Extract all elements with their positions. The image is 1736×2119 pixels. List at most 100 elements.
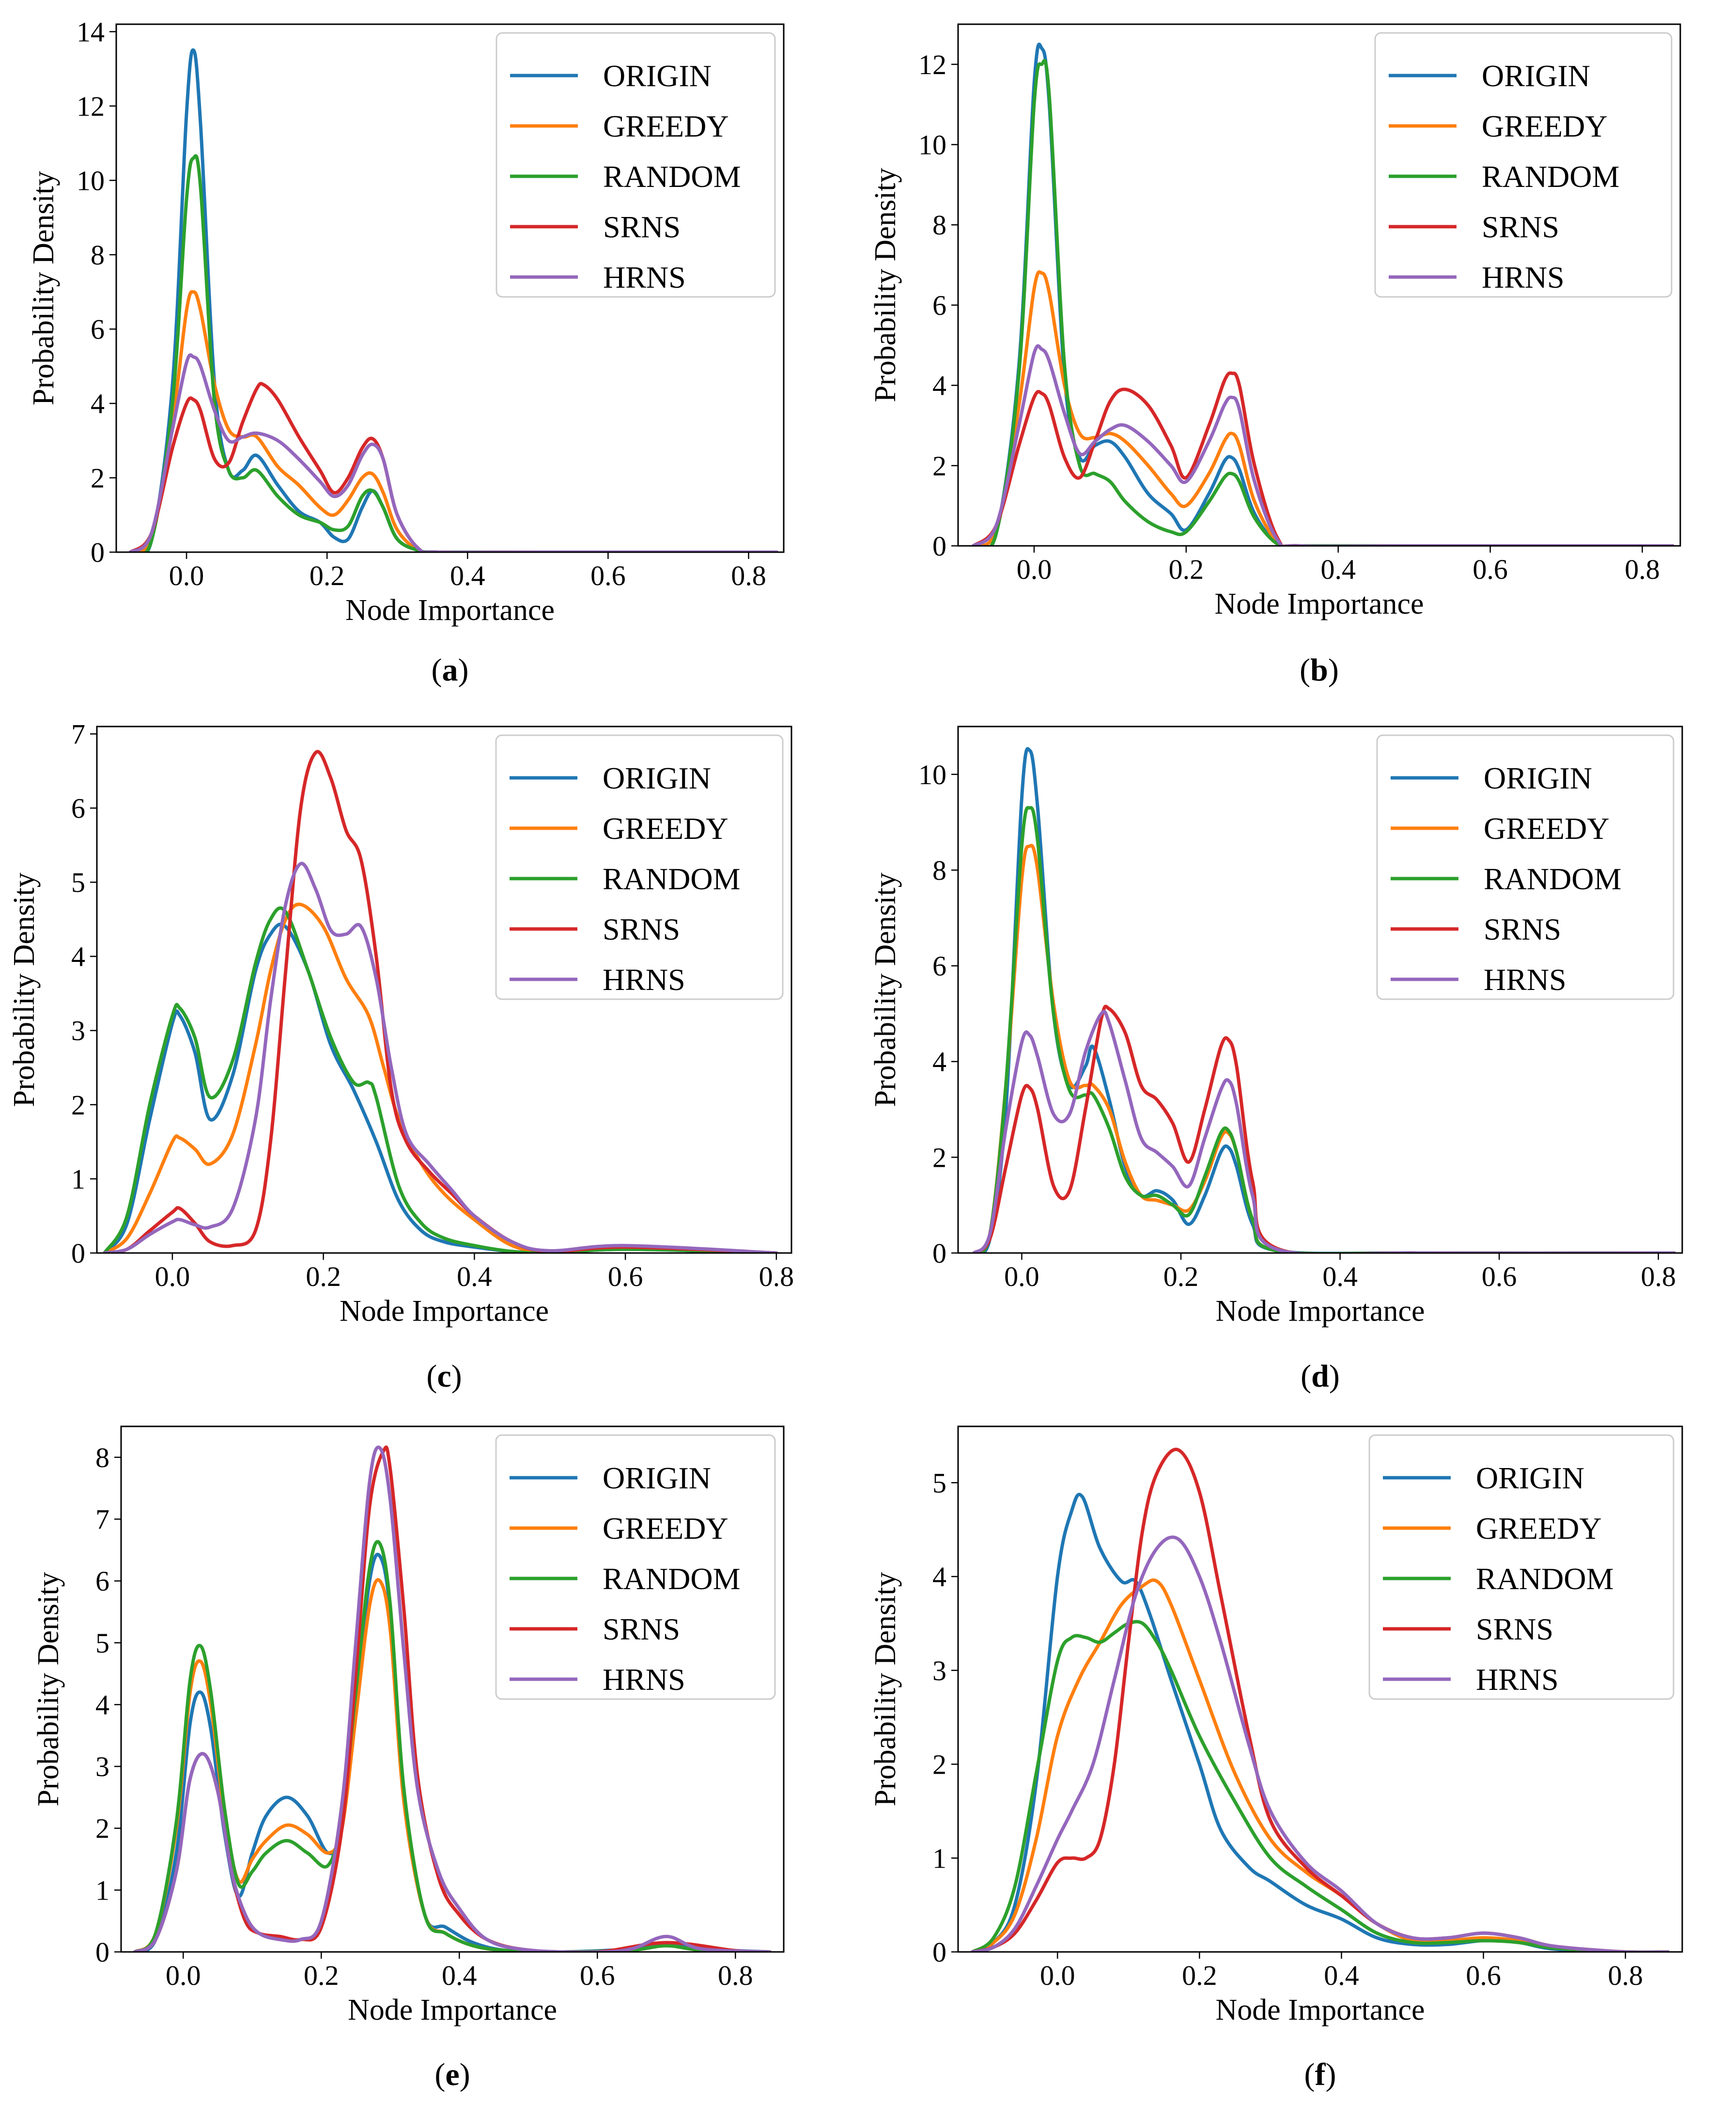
x-tick-label: 0.6	[590, 560, 626, 591]
legend: ORIGIN GREEDY RANDOM SRNS HRNS	[1374, 32, 1673, 298]
x-tick-label: 0.8	[1625, 554, 1660, 585]
legend-label-greedy: GREEDY	[603, 811, 728, 846]
chart-panel-f: 0.0 0.2 0.4 0.6 0.8 0 1 2 3 4 5 Node Importance Prob…	[869, 1425, 1683, 2092]
y-tick-label: 12	[918, 49, 946, 80]
y-tick-label: 0	[932, 1936, 946, 1968]
y-tick-label: 8	[95, 1442, 109, 1473]
plot-frame	[120, 1425, 785, 1953]
y-tick-label: 8	[91, 239, 105, 271]
chart-panel-e: 0.0 0.2 0.4 0.6 0.8 0 1 2 3 4 5 6 7 8 Node Importance P…	[32, 1425, 785, 2092]
x-tick-label: 0.6	[608, 1261, 643, 1292]
legend-label-origin: ORIGIN	[1482, 59, 1590, 93]
x-tick-label: 0.2	[1163, 1261, 1199, 1292]
y-tick-label: 6	[932, 290, 946, 321]
legend-label-srns: SRNS	[1482, 210, 1559, 244]
x-tick-label: 0.6	[1482, 1261, 1517, 1292]
chart-panel-c: 0.0 0.2 0.4 0.6 0.8 0 1 2 3 4 5 6 7 Node Importance Pr…	[8, 718, 794, 1394]
x-tick-label: 0.4	[1320, 554, 1356, 585]
y-tick-label: 1	[95, 1874, 109, 1906]
legend-label-random: RANDOM	[1484, 862, 1621, 896]
x-tick-label: 0.2	[304, 1960, 339, 1991]
series-line-hrns	[128, 353, 778, 552]
y-tick-label: 10	[918, 129, 946, 161]
legend: ORIGIN GREEDY RANDOM SRNS HRNS	[1376, 734, 1674, 1000]
legend-label-greedy: GREEDY	[603, 1511, 728, 1546]
legend-label-random: RANDOM	[1476, 1562, 1613, 1596]
plot-frame	[957, 726, 1683, 1254]
legend-label-origin: ORIGIN	[603, 59, 712, 93]
legend-box	[495, 1434, 776, 1700]
y-axis-label: Probability Density	[869, 168, 902, 402]
series-line-srns	[972, 1005, 1676, 1253]
legend-label-hrns: HRNS	[603, 962, 685, 997]
x-tick-label: 0.8	[759, 1261, 794, 1292]
x-tick-label: 0.0	[1040, 1960, 1075, 1991]
panel-caption-letter: d	[1311, 1359, 1329, 1394]
y-tick-label: 7	[95, 1503, 109, 1535]
legend-label-hrns: HRNS	[603, 260, 686, 294]
y-tick-label: 2	[932, 1749, 946, 1780]
panel-caption-letter: c	[437, 1359, 451, 1394]
y-tick-label: 6	[932, 950, 946, 982]
y-tick-label: 2	[932, 450, 946, 481]
legend-box	[1374, 32, 1673, 298]
panel-caption-letter: b	[1310, 652, 1328, 688]
x-tick-label: 0.8	[1641, 1261, 1676, 1292]
legend: ORIGIN GREEDY RANDOM SRNS HRNS	[496, 32, 776, 298]
y-tick-label: 4	[91, 388, 105, 419]
y-tick-label: 4	[932, 1561, 946, 1593]
legend-box	[495, 734, 784, 1000]
x-axis-label: Node Importance	[1215, 1994, 1425, 2026]
y-tick-label: 5	[95, 1627, 109, 1659]
y-axis-label: Probability Density	[869, 1572, 902, 1807]
panel-caption: (d)	[1301, 1359, 1340, 1394]
chart-panel-b: 0.0 0.2 0.4 0.6 0.8 0 2 4 6 8 10 12 Node Importance P…	[869, 23, 1681, 688]
plot-frame	[957, 1425, 1683, 1953]
x-tick-label: 0.2	[1182, 1960, 1217, 1991]
y-tick-label: 12	[77, 91, 105, 122]
panel-caption: (a)	[432, 652, 469, 688]
y-tick-label: 5	[932, 1467, 946, 1499]
x-tick-label: 0.8	[731, 560, 766, 591]
series-line-random	[971, 59, 1674, 546]
legend-label-hrns: HRNS	[603, 1662, 685, 1697]
series-line-hrns	[971, 344, 1674, 546]
y-tick-label: 4	[932, 370, 946, 402]
panel-caption-letter: e	[445, 2057, 459, 2092]
y-tick-label: 2	[95, 1813, 109, 1844]
plot-frame	[96, 726, 792, 1254]
panel-caption-letter: f	[1315, 2057, 1326, 2092]
legend-label-origin: ORIGIN	[603, 1461, 711, 1495]
legend-label-greedy: GREEDY	[603, 109, 729, 143]
panel-caption: (b)	[1300, 652, 1339, 688]
legend-label-greedy: GREEDY	[1484, 811, 1610, 846]
chart-panel-d: 0.0 0.2 0.4 0.6 0.8 0 2 4 6 8 10 Node Importance Pro…	[869, 726, 1683, 1394]
series-line-greedy	[970, 1578, 1670, 1952]
plot-frame	[957, 23, 1681, 547]
y-tick-label: 7	[71, 718, 85, 750]
x-axis-label: Node Importance	[1214, 588, 1424, 620]
y-tick-label: 1	[71, 1163, 85, 1195]
x-tick-label: 0.6	[580, 1960, 615, 1991]
plot-frame	[115, 23, 785, 553]
y-tick-label: 6	[95, 1565, 109, 1597]
series-line-hrns	[970, 1535, 1670, 1952]
y-axis-label: Probability Density	[32, 1572, 65, 1807]
y-tick-label: 3	[71, 1015, 85, 1047]
x-tick-label: 0.0	[1017, 554, 1052, 585]
series-line-random	[972, 806, 1676, 1253]
y-axis-label: Probability Density	[869, 873, 902, 1107]
legend-label-origin: ORIGIN	[1484, 761, 1592, 795]
x-tick-label: 0.8	[1608, 1960, 1643, 1991]
legend-label-srns: SRNS	[603, 912, 680, 946]
x-tick-label: 0.0	[169, 560, 204, 591]
legend-label-random: RANDOM	[603, 862, 740, 896]
series-line-hrns	[133, 1445, 772, 1952]
legend-label-random: RANDOM	[603, 1562, 740, 1596]
y-tick-label: 4	[932, 1046, 946, 1078]
y-tick-label: 0	[91, 537, 105, 568]
series-line-random	[970, 1620, 1670, 1952]
legend: ORIGIN GREEDY RANDOM SRNS HRNS	[495, 734, 784, 1000]
legend-box	[1368, 1434, 1674, 1700]
legend-label-origin: ORIGIN	[1476, 1461, 1584, 1495]
